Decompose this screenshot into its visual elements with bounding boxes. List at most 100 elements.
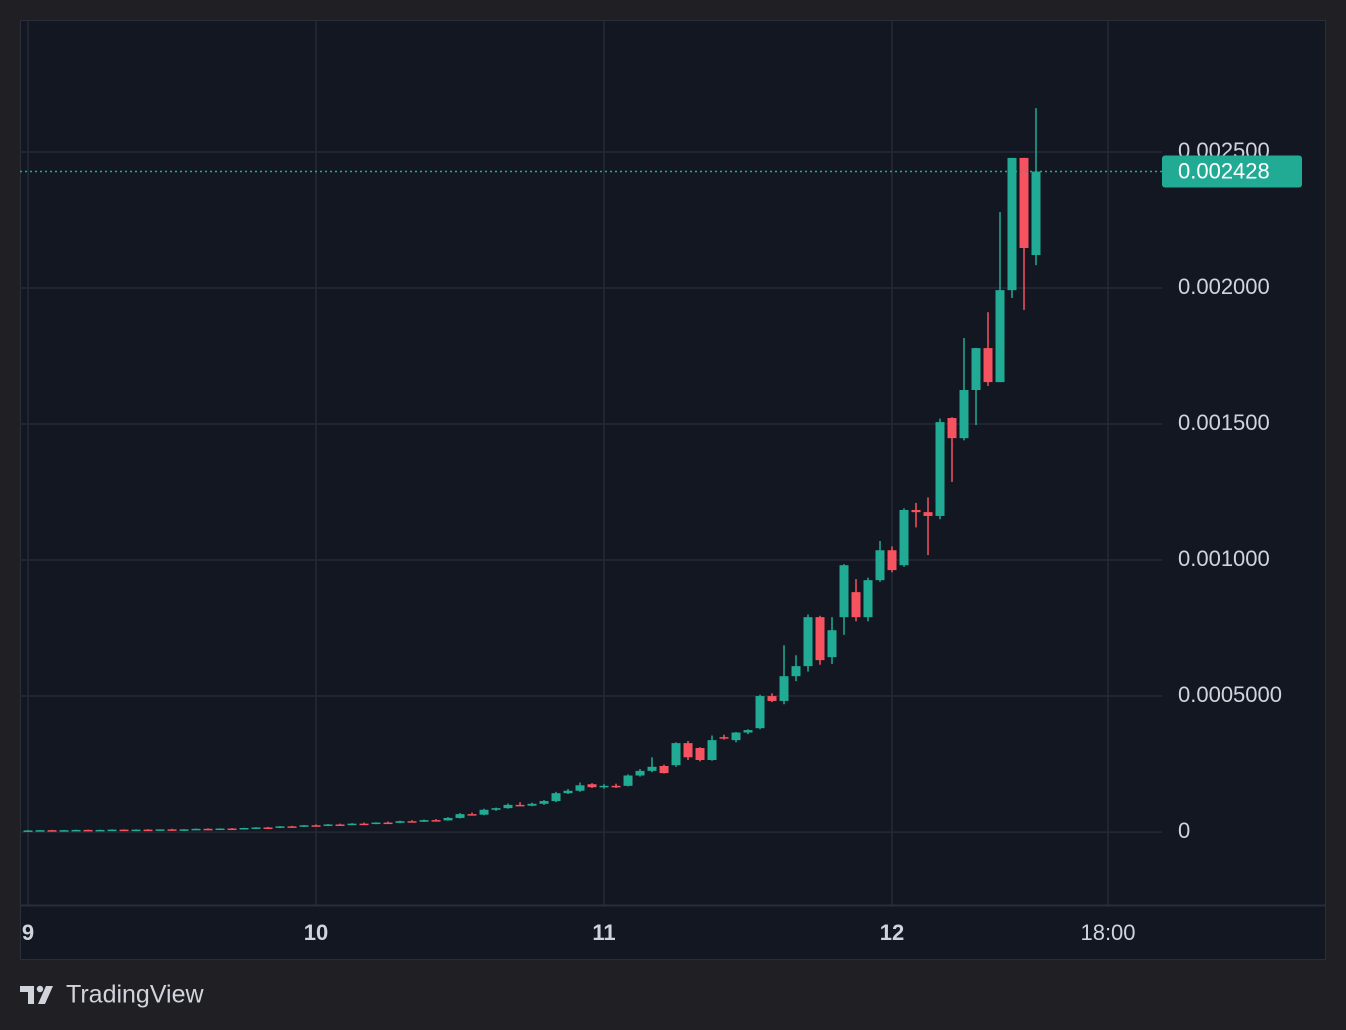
candle-body — [875, 550, 885, 581]
candle-body — [1031, 171, 1041, 256]
candle-body — [35, 830, 45, 832]
candle-body — [767, 696, 777, 701]
y-tick-label: 0 — [1178, 818, 1190, 843]
x-tick-label: 10 — [304, 920, 328, 945]
candle-body — [407, 821, 417, 823]
candle-body — [563, 790, 573, 794]
candle-body — [623, 775, 633, 786]
candle-body — [659, 765, 669, 774]
candle-body — [515, 804, 525, 807]
logo-mark — [38, 986, 53, 1004]
brand: TradingView — [66, 981, 205, 1009]
candle-body — [707, 740, 717, 760]
candle-body — [467, 814, 477, 816]
chart-panel — [20, 20, 1326, 960]
x-tick-label: 11 — [592, 920, 615, 945]
y-tick-label: 0.001500 — [1178, 410, 1270, 435]
candle-body — [719, 737, 729, 739]
candle-body — [131, 829, 141, 832]
candle-body — [419, 820, 429, 822]
candle-body — [695, 748, 705, 760]
candle-body — [203, 828, 213, 831]
candle-body — [671, 743, 681, 766]
candle-body — [275, 826, 285, 828]
candle-body — [983, 348, 993, 383]
candle-body — [539, 801, 549, 804]
candle-body — [791, 666, 801, 677]
candle-body — [611, 785, 621, 788]
candle-body — [47, 830, 57, 832]
candle-body — [23, 830, 33, 832]
candle-body — [335, 824, 345, 826]
candle-body — [731, 732, 741, 741]
y-tick-label: 0.0005000 — [1178, 682, 1282, 707]
candle-body — [383, 822, 393, 825]
candle-body — [371, 822, 381, 825]
candle-body — [431, 820, 441, 822]
candle-body — [179, 829, 189, 831]
logo-mark — [20, 986, 34, 1004]
candle-body — [899, 509, 909, 566]
candle-body — [239, 828, 249, 830]
candle-body — [887, 550, 897, 571]
candle-body — [743, 730, 753, 733]
logo-mark — [36, 985, 44, 993]
candle-body — [311, 825, 321, 827]
candle-body — [455, 814, 465, 818]
candle-body — [947, 418, 957, 439]
candle-body — [167, 829, 177, 831]
candle-body — [959, 389, 969, 439]
candle-body — [851, 592, 861, 618]
candle-body — [1007, 157, 1017, 291]
candle-body — [215, 828, 225, 831]
candle-body — [155, 829, 165, 831]
candle-body — [827, 630, 837, 658]
candle-body — [635, 770, 645, 776]
candle-body — [323, 824, 333, 826]
candle-body — [71, 829, 81, 832]
x-tick-label: 12 — [880, 920, 904, 945]
candle-body — [59, 830, 69, 832]
candle-body — [287, 826, 297, 828]
candle-body — [839, 565, 849, 618]
candle-body — [995, 290, 1005, 383]
candle-body — [191, 828, 201, 831]
candle-body — [755, 696, 765, 729]
candle-body — [143, 829, 153, 832]
candle-body — [95, 829, 105, 832]
candle-body — [227, 828, 237, 831]
candle-body — [251, 827, 261, 829]
candle-body — [263, 827, 273, 829]
candle-body — [599, 785, 609, 788]
last-price-label: 0.002428 — [1178, 158, 1270, 183]
candle-body — [107, 829, 117, 832]
candle-body — [815, 617, 825, 661]
candle-body — [647, 766, 657, 771]
candle-body — [551, 793, 561, 802]
candle-body — [911, 509, 921, 513]
candle-body — [779, 676, 789, 701]
candle-body — [119, 829, 129, 832]
candle-body — [491, 808, 501, 810]
y-tick-label: 0.001000 — [1178, 546, 1270, 571]
candle-body — [503, 804, 513, 809]
candle-body — [527, 803, 537, 806]
candle-body — [359, 823, 369, 826]
candle-body — [83, 829, 93, 832]
y-tick-label: 0.002000 — [1178, 274, 1270, 299]
candle-body — [443, 817, 453, 821]
last-price-tag — [1162, 155, 1302, 188]
candle-body — [683, 743, 693, 758]
candle-body — [803, 617, 813, 667]
x-tick-label: 18:00 — [1080, 920, 1135, 945]
candle-body — [923, 512, 933, 516]
candle-body — [863, 580, 873, 618]
candle-body — [575, 785, 585, 791]
x-tick-label: 9 — [22, 920, 34, 945]
candle-body — [587, 784, 597, 788]
candle-body — [1019, 157, 1029, 248]
logo — [20, 985, 53, 1004]
candle-body — [395, 821, 405, 823]
